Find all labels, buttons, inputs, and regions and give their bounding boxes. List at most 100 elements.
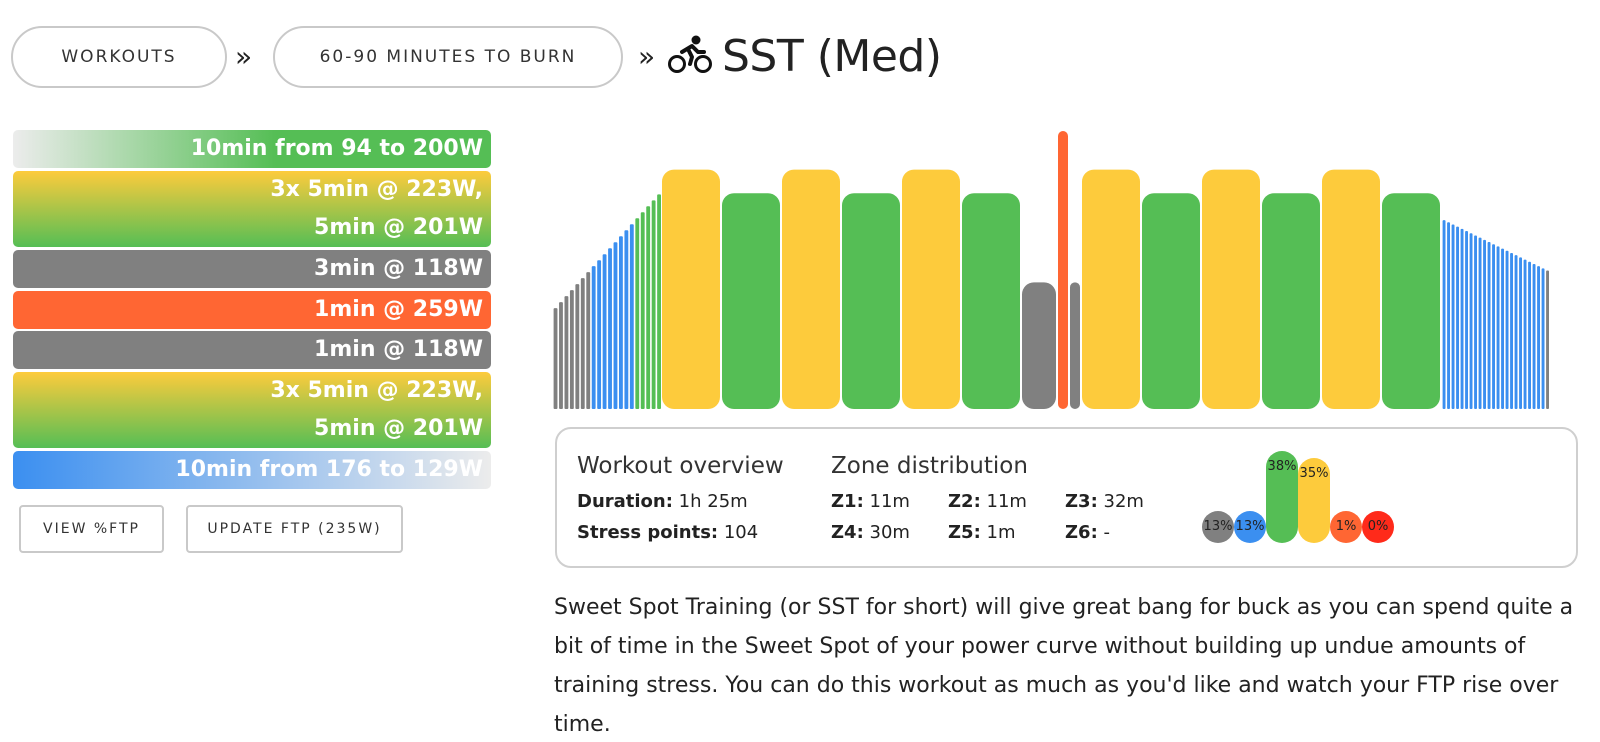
cooldown-ramp-bar [1528, 261, 1531, 409]
workout-graph [553, 131, 1549, 409]
sweetspot-bar [1202, 169, 1260, 409]
zone-percent-label: 1% [1335, 519, 1357, 534]
zone-z2: Z2: 11m [948, 491, 1027, 512]
recovery-bar [1022, 282, 1056, 409]
cooldown-ramp-bar [1537, 266, 1540, 409]
warmup-ramp-bar [657, 194, 661, 409]
interval-cooldown[interactable]: 10min from 176 to 129W [13, 451, 491, 489]
tempo-bar [1382, 193, 1440, 409]
interval-sweetspot-block-1[interactable]: 3x 5min @ 223W, 5min @ 201W [13, 171, 491, 247]
warmup-ramp-bar [586, 272, 591, 409]
interval-label: 3x 5min @ 223W, [270, 378, 483, 403]
interval-label: 10min from 176 to 129W [175, 457, 483, 482]
interval-recovery[interactable]: 1min @ 118W [13, 331, 491, 369]
warmup-ramp-bar [613, 242, 618, 409]
breadcrumb-category-button[interactable]: 60-90 MINUTES TO BURN [273, 26, 623, 88]
stress-row: Stress points: 104 [577, 522, 758, 543]
workout-description: Sweet Spot Training (or SST for short) w… [554, 595, 1574, 737]
sweetspot-bar [1082, 169, 1140, 409]
sweetspot-bar [662, 169, 720, 409]
zone-bar [1330, 511, 1362, 543]
cooldown-ramp-bar [1523, 259, 1527, 409]
interval-warmup[interactable]: 10min from 94 to 200W [13, 130, 491, 168]
zone-bar [1202, 511, 1234, 543]
interval-label: 5min @ 201W [314, 215, 483, 240]
warmup-ramp-bar [629, 224, 634, 409]
interval-surge[interactable]: 1min @ 259W [13, 291, 491, 329]
zone-percent-label: 0% [1367, 519, 1389, 534]
cooldown-ramp-bar [1532, 263, 1536, 409]
cooldown-ramp-bar [1451, 224, 1455, 409]
cooldown-ramp-bar [1487, 242, 1491, 409]
interval-label: 5min @ 201W [314, 416, 483, 441]
zone-z3: Z3: 32m [1065, 491, 1144, 512]
zone-z1: Z1: 11m [831, 491, 910, 512]
cooldown-ramp-bar [1492, 244, 1495, 409]
cooldown-ramp-bar [1483, 239, 1486, 409]
interval-sweetspot-block-2[interactable]: 3x 5min @ 223W, 5min @ 201W [13, 372, 491, 448]
warmup-ramp-bar [624, 230, 629, 409]
zone-bar [1234, 511, 1266, 543]
warmup-ramp-bar [651, 200, 656, 409]
tempo-bar [1142, 193, 1200, 409]
overview-heading: Workout overview [577, 453, 784, 479]
duration-row: Duration: 1h 25m [577, 491, 748, 512]
zone-percent-label: 35% [1299, 466, 1329, 482]
cooldown-ramp-bar [1469, 233, 1473, 409]
warmup-ramp-bar [564, 296, 569, 409]
zone-z6: Z6: - [1065, 522, 1111, 543]
duration-label: Duration: [577, 491, 673, 512]
sweetspot-bar [902, 169, 960, 409]
zone-percent-label: 38% [1267, 459, 1297, 474]
stress-value: 104 [723, 522, 759, 543]
zone-bar [1266, 451, 1298, 543]
cooldown-ramp-bar [1496, 246, 1500, 409]
interval-label: 3x 5min @ 223W, [270, 177, 483, 202]
warmup-ramp-bar [608, 248, 612, 409]
view-ftp-button[interactable]: VIEW %FTP [19, 505, 164, 553]
cooldown-ramp-bar [1546, 270, 1549, 409]
zone-distribution-chart: 13% 13% 38% 35% 1% 0% [1202, 451, 1402, 547]
interval-label: 10min from 94 to 200W [190, 136, 483, 161]
duration-value: 1h 25m [678, 491, 748, 512]
interval-label: 3min @ 118W [314, 256, 483, 281]
tempo-bar [842, 193, 900, 409]
interval-recovery[interactable]: 3min @ 118W [13, 250, 491, 288]
warmup-ramp-bar [559, 302, 563, 409]
breadcrumb-separator: » [235, 40, 253, 73]
zone-percent-label: 13% [1203, 519, 1233, 534]
recovery-bar [1070, 282, 1080, 409]
cooldown-ramp-bar [1514, 255, 1518, 409]
sweetspot-bar [782, 169, 840, 409]
warmup-ramp-bar [640, 212, 645, 409]
warmup-ramp-bar [619, 236, 623, 409]
cooldown-ramp-bar [1474, 235, 1477, 409]
cyclist-icon [668, 34, 712, 78]
warmup-ramp-bar [575, 284, 580, 409]
warmup-ramp-bar [591, 266, 596, 409]
warmup-ramp-bar [602, 254, 607, 409]
page-title: SST (Med) [668, 28, 942, 84]
workout-title: SST (Med) [722, 30, 942, 82]
warmup-ramp-bar [597, 260, 602, 409]
tempo-bar [1262, 193, 1320, 409]
cooldown-ramp-bar [1505, 250, 1509, 409]
cooldown-ramp-bar [1447, 222, 1450, 409]
zone-percent-label: 13% [1235, 519, 1265, 534]
cooldown-ramp-bar [1465, 231, 1468, 409]
stress-label: Stress points: [577, 522, 719, 543]
warmup-ramp-bar [635, 218, 640, 409]
warmup-ramp-bar [646, 206, 651, 409]
interval-label: 1min @ 118W [314, 337, 483, 362]
warmup-ramp-bar [553, 308, 558, 409]
breadcrumb-workouts-button[interactable]: WORKOUTS [11, 26, 227, 88]
zone-bar [1362, 511, 1394, 543]
warmup-ramp-bar [580, 278, 585, 409]
tempo-bar [962, 193, 1020, 409]
cooldown-ramp-bar [1541, 268, 1545, 409]
zone-bar [1298, 458, 1330, 543]
workout-overview-panel: Workout overview Duration: 1h 25m Stress… [555, 427, 1578, 568]
cooldown-ramp-bar [1519, 257, 1522, 409]
update-ftp-button[interactable]: UPDATE FTP (235W) [186, 505, 403, 553]
breadcrumb-separator: » [638, 40, 656, 73]
